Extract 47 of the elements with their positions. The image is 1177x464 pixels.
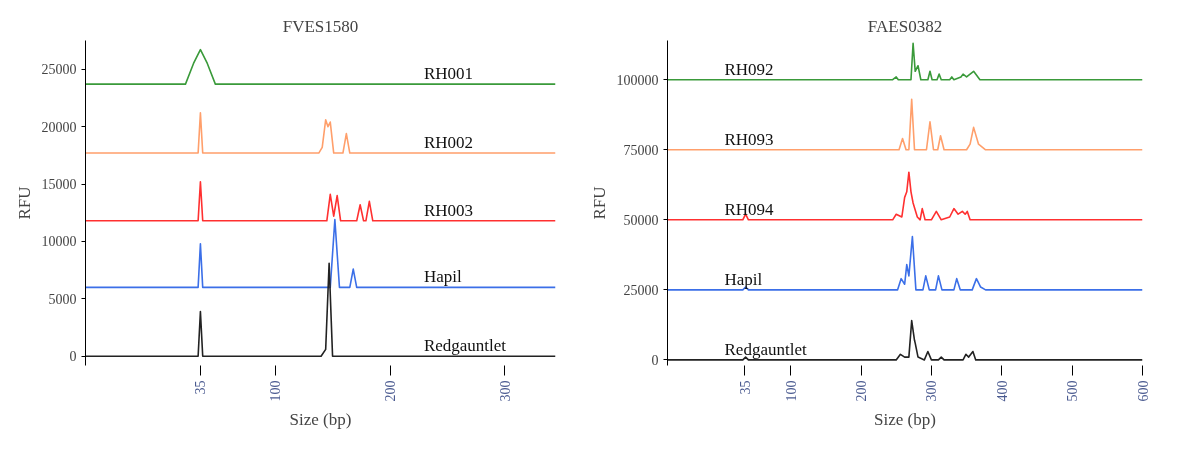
x-tick-label: 100 [268, 380, 284, 402]
series-label: RH093 [724, 129, 774, 149]
y-tick-label: 10000 [41, 234, 77, 250]
y-tick-label: 20000 [41, 119, 77, 135]
series-label: Hapil [724, 269, 763, 289]
y-tick-label: 0 [651, 352, 659, 368]
line-series [667, 171, 1143, 221]
series-label: RH002 [423, 133, 474, 153]
y-tick-label: 25000 [41, 62, 77, 78]
x-tick-label: 400 [994, 380, 1010, 402]
series-label: RH094 [724, 199, 775, 219]
line-series [667, 319, 1143, 361]
y-tick-label: 0 [69, 349, 77, 365]
x-tick-label: 300 [924, 380, 940, 402]
y-tick-label: 75000 [623, 142, 659, 158]
x-tick-label: 35 [193, 380, 209, 395]
chart-title: FAES0382 [867, 16, 943, 36]
line-series [667, 235, 1143, 291]
series-label: RH003 [423, 200, 474, 220]
y-tick-label: 5000 [48, 291, 77, 307]
y-tick-label: 15000 [41, 177, 77, 193]
line-series [667, 42, 1143, 81]
x-tick-label: 600 [1135, 380, 1151, 402]
x-tick-label: 500 [1065, 380, 1081, 402]
y-tick-label: 100000 [616, 72, 659, 88]
series-label: Hapil [423, 267, 462, 287]
series-label: RH001 [423, 64, 474, 84]
series-label: RH092 [724, 59, 774, 79]
series-label: Redgauntlet [423, 336, 507, 356]
line-series [85, 112, 556, 154]
x-axis-title: Size (bp) [289, 409, 352, 429]
y-axis-title: RFU [589, 186, 609, 220]
y-tick-label: 25000 [623, 282, 659, 298]
chart-title: FVES1580 [282, 16, 359, 36]
x-tick-label: 300 [497, 380, 513, 402]
x-axis-title: Size (bp) [874, 409, 936, 429]
series-label: Redgauntlet [724, 339, 807, 359]
x-tick-label: 200 [854, 380, 870, 402]
line-series [667, 98, 1143, 151]
x-tick-label: 35 [737, 380, 753, 395]
y-axis-title: RFU [14, 186, 34, 220]
x-tick-label: 200 [383, 380, 399, 402]
y-tick-label: 50000 [623, 212, 659, 228]
line-series [85, 180, 556, 222]
line-series [85, 262, 556, 358]
line-series [85, 218, 556, 289]
x-tick-label: 100 [783, 380, 799, 402]
